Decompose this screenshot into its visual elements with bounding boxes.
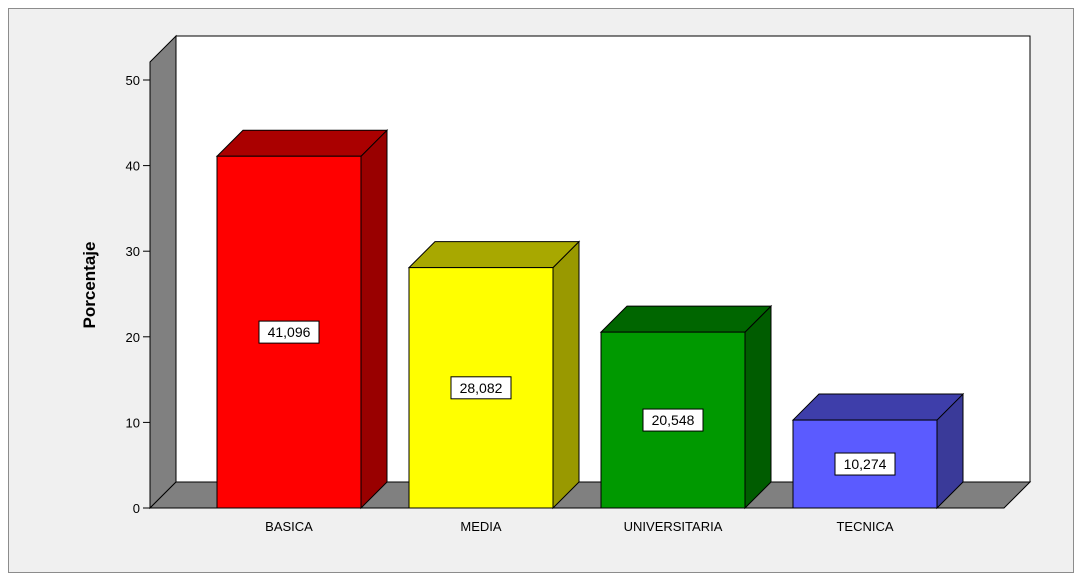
bar-top [791, 393, 965, 421]
data-label-box [642, 408, 704, 432]
y-tick-label: 30 [126, 244, 140, 259]
side-wall [149, 34, 177, 510]
bar-top [599, 305, 773, 333]
bar-side [744, 304, 772, 510]
y-axis: 0 10 20 30 40 50 [126, 73, 151, 516]
y-axis-title: Porcentaje [80, 242, 99, 329]
y-tick-label: 0 [133, 501, 140, 516]
category-labels: BASICA MEDIA UNIVERSITARIA TECNICA [265, 519, 894, 534]
data-label-box [258, 320, 320, 344]
y-tick-label: 20 [126, 330, 140, 345]
bar-tecnica: 10,274 [791, 392, 965, 510]
y-tick-label: 50 [126, 73, 140, 88]
bar-top [407, 241, 581, 269]
x-tick-label: MEDIA [460, 519, 502, 534]
y-tick-label: 40 [126, 159, 140, 174]
bar-side [552, 240, 580, 510]
y-tick-label: 10 [126, 415, 140, 430]
bars-group: 41,096 28,082 20,548 10,274 [215, 129, 965, 510]
data-label: 10,274 [844, 456, 887, 472]
bar-universitaria: 20,548 [599, 304, 773, 510]
bar-basica: 41,096 [215, 129, 389, 510]
bar-top [215, 129, 389, 157]
bar-media: 28,082 [407, 240, 581, 510]
bar-front [216, 155, 362, 509]
data-label-box [450, 376, 512, 400]
data-label-box [834, 452, 896, 476]
data-label: 20,548 [652, 412, 695, 428]
data-label: 28,082 [460, 380, 503, 396]
data-label: 41,096 [268, 324, 311, 340]
bar-side [360, 129, 388, 510]
x-tick-label: BASICA [265, 519, 313, 534]
x-tick-label: UNIVERSITARIA [624, 519, 723, 534]
x-tick-label: TECNICA [836, 519, 893, 534]
